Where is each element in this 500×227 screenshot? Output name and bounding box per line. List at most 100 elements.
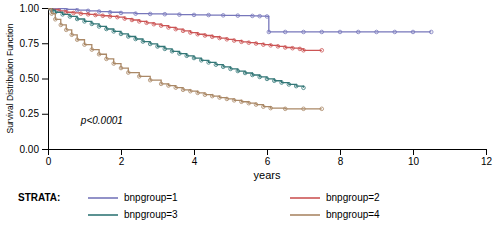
point — [192, 56, 196, 60]
point — [247, 101, 251, 105]
legend-item: bnpgroup=4 — [290, 209, 380, 220]
point — [280, 81, 284, 85]
x-axis-line — [49, 150, 487, 156]
point — [127, 71, 131, 75]
point — [411, 30, 415, 34]
point — [283, 107, 287, 111]
point — [159, 82, 163, 86]
point — [79, 12, 83, 16]
point — [203, 93, 207, 97]
point — [97, 25, 101, 29]
point — [221, 14, 225, 18]
point — [101, 14, 105, 18]
point — [185, 54, 189, 58]
x-tick: 0 — [46, 149, 52, 167]
point — [236, 14, 240, 18]
point — [148, 12, 152, 16]
point — [112, 62, 116, 66]
point — [167, 26, 171, 30]
y-tick: 1.00 — [20, 3, 48, 14]
point — [302, 30, 306, 34]
x-tick: 4 — [192, 149, 198, 167]
point — [218, 96, 222, 100]
point — [75, 8, 79, 12]
series-line — [48, 8, 322, 109]
point — [258, 75, 262, 79]
point — [70, 33, 74, 37]
x-tick-mark — [413, 149, 414, 155]
point — [72, 11, 76, 15]
point — [152, 22, 156, 26]
y-tick-mark — [42, 79, 48, 80]
point — [243, 71, 247, 75]
point — [429, 30, 433, 34]
point — [181, 29, 185, 33]
x-tick-label: 6 — [265, 156, 271, 167]
point — [148, 78, 152, 82]
legend-label: bnpgroup=4 — [326, 209, 380, 220]
point — [119, 32, 123, 36]
legend-title: STRATA: — [18, 192, 60, 203]
point — [174, 27, 178, 31]
y-axis-line — [42, 9, 49, 150]
legend-item: bnpgroup=1 — [88, 192, 178, 203]
legend-label: bnpgroup=3 — [124, 209, 178, 220]
point — [356, 30, 360, 34]
x-tick: 12 — [481, 149, 493, 167]
y-tick: 0.00 — [20, 144, 48, 155]
point — [207, 13, 211, 17]
point — [221, 65, 225, 69]
point — [210, 35, 214, 39]
x-tick-label: 8 — [338, 156, 344, 167]
series-line — [48, 8, 431, 32]
point — [262, 43, 266, 47]
point — [287, 83, 291, 87]
point — [116, 15, 120, 19]
point — [375, 30, 379, 34]
point — [225, 97, 229, 101]
point — [254, 42, 258, 46]
point — [229, 67, 233, 71]
point — [48, 8, 50, 10]
point — [159, 24, 163, 28]
point — [167, 84, 171, 88]
point — [200, 59, 204, 63]
point — [338, 30, 342, 34]
series — [48, 8, 433, 34]
point — [320, 107, 324, 111]
point — [59, 23, 63, 27]
point — [207, 61, 211, 65]
point — [225, 38, 229, 42]
y-tick-mark — [42, 149, 48, 150]
y-tick: 0.50 — [20, 73, 48, 84]
y-tick: 0.25 — [20, 108, 48, 119]
point — [189, 89, 193, 93]
x-axis-title: years — [254, 169, 281, 181]
x-tick-label: 12 — [481, 156, 493, 167]
y-axis-title: Survival Distribution Function — [5, 23, 15, 133]
chart: 0246810120.000.250.500.751.00yearsSurviv… — [0, 0, 500, 227]
point — [302, 49, 306, 53]
y-tick-mark — [42, 8, 48, 9]
legend-swatch — [290, 214, 320, 216]
y-tick-label: 0.75 — [20, 38, 40, 49]
point — [192, 13, 196, 17]
point — [97, 52, 101, 56]
point — [210, 94, 214, 98]
point — [108, 15, 112, 19]
x-tick: 8 — [338, 149, 344, 167]
x-tick-label: 10 — [408, 156, 420, 167]
annotation: p<0.0001 — [80, 115, 123, 126]
point — [302, 86, 306, 90]
legend-item: bnpgroup=2 — [290, 192, 380, 203]
point — [123, 17, 127, 21]
point — [393, 30, 397, 34]
point — [265, 77, 269, 81]
point — [50, 12, 54, 16]
point — [119, 11, 123, 15]
legend: STRATA: bnpgroup=1 bnpgroup=2 bnpgroup=3 bnp… — [18, 192, 380, 220]
point — [232, 99, 236, 103]
point — [262, 105, 266, 109]
point — [218, 36, 222, 40]
point — [163, 47, 167, 51]
